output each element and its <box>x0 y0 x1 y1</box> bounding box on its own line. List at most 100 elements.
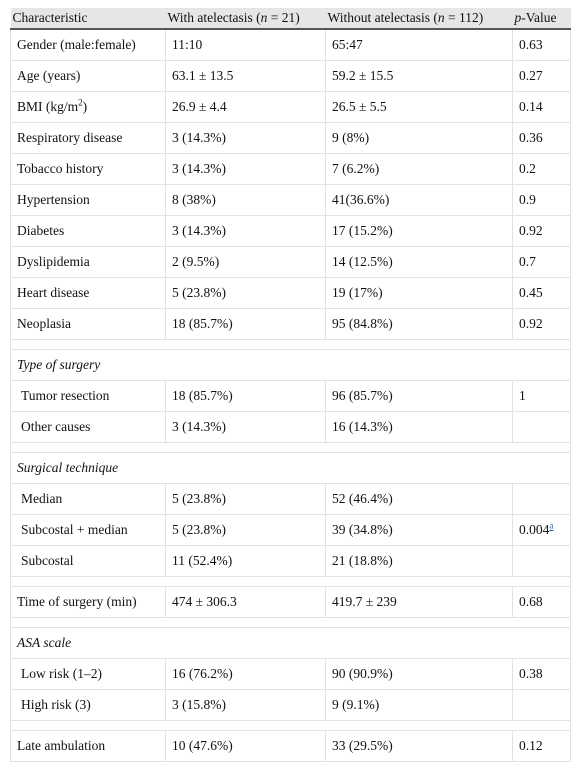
cell: 0.27 <box>512 60 571 92</box>
cell: 474 ± 306.3 <box>165 586 326 618</box>
cell: 33 (29.5%) <box>325 730 513 762</box>
row-label: Subcostal <box>10 545 166 577</box>
table-row: Hypertension 8 (38%) 41(36.6%) 0.9 <box>10 184 571 216</box>
cell: 7 (6.2%) <box>325 153 513 185</box>
italic-text: n <box>260 10 268 25</box>
cell <box>512 483 571 515</box>
cell: 419.7 ± 239 <box>325 586 513 618</box>
row-label: Respiratory disease <box>10 122 166 154</box>
row-label: Gender (male:female) <box>10 28 166 61</box>
row-label: Median <box>10 483 166 515</box>
cell: 95 (84.8%) <box>325 308 513 340</box>
cell-text: Without atelectasis ( <box>327 10 438 25</box>
table-row: BMI (kg/m2) 26.9 ± 4.4 26.5 ± 5.5 0.14 <box>10 91 571 123</box>
cell: 59.2 ± 15.5 <box>325 60 513 92</box>
section-title: Surgical technique <box>10 452 571 484</box>
cell: 0.38 <box>512 658 571 690</box>
header-row: Characteristic With atelectasis (n = 21) W… <box>10 8 571 30</box>
cell: 5 (23.8%) <box>165 277 326 309</box>
row-label: Tobacco history <box>10 153 166 185</box>
cell: 0.7 <box>512 246 571 278</box>
cell: 0.36 <box>512 122 571 154</box>
table-row: Subcostal + median 5 (23.8%) 39 (34.8%) 0.0… <box>10 514 571 546</box>
row-label: Diabetes <box>10 215 166 247</box>
row-label: Dyslipidemia <box>10 246 166 278</box>
section-row: Surgical technique <box>10 452 571 484</box>
spacer-row <box>10 339 571 350</box>
italic-text: p <box>514 10 522 25</box>
table-row: Heart disease 5 (23.8%) 19 (17%) 0.45 <box>10 277 571 309</box>
table-row: Low risk (1–2) 16 (76.2%) 90 (90.9%) 0.38 <box>10 658 571 690</box>
cell: 17 (15.2%) <box>325 215 513 247</box>
cell-text: With atelectasis ( <box>167 10 261 25</box>
cell-text: BMI (kg/m <box>17 99 79 114</box>
cell: 26.5 ± 5.5 <box>325 91 513 123</box>
table-row: Neoplasia 18 (85.7%) 95 (84.8%) 0.92 <box>10 308 571 340</box>
header-cell: Characteristic <box>10 8 166 30</box>
cell: 11:10 <box>165 28 326 61</box>
table-row: Time of surgery (min) 474 ± 306.3 419.7 ± … <box>10 586 571 618</box>
row-label: Age (years) <box>10 60 166 92</box>
table-row: Late ambulation 10 (47.6%) 33 (29.5%) 0.12 <box>10 730 571 762</box>
table-row: Other causes 3 (14.3%) 16 (14.3%) <box>10 411 571 443</box>
row-label: Hypertension <box>10 184 166 216</box>
italic-text: n <box>437 10 445 25</box>
cell: 18 (85.7%) <box>165 380 326 412</box>
row-label: BMI (kg/m2) <box>10 91 166 123</box>
spacer-cell <box>10 617 571 628</box>
superscript: 2 <box>78 97 83 108</box>
section-row: ASA scale <box>10 627 571 659</box>
cell <box>512 411 571 443</box>
cell-text: -Value <box>521 10 557 25</box>
cell: 16 (76.2%) <box>165 658 326 690</box>
spacer-cell <box>10 339 571 350</box>
cell-text: = 112) <box>444 10 484 25</box>
cell: 39 (34.8%) <box>325 514 513 546</box>
cell: 3 (14.3%) <box>165 411 326 443</box>
table-row: Tobacco history 3 (14.3%) 7 (6.2%) 0.2 <box>10 153 571 185</box>
spacer-row <box>10 617 571 628</box>
row-label: Late ambulation <box>10 730 166 762</box>
spacer-row <box>10 576 571 587</box>
cell: 63.1 ± 13.5 <box>165 60 326 92</box>
cell: 41(36.6%) <box>325 184 513 216</box>
header-cell: With atelectasis (n = 21) <box>165 8 326 30</box>
row-label: Time of surgery (min) <box>10 586 166 618</box>
cell: 96 (85.7%) <box>325 380 513 412</box>
table-row: Diabetes 3 (14.3%) 17 (15.2%) 0.92 <box>10 215 571 247</box>
cell-text: = 21) <box>267 10 300 25</box>
cell: 11 (52.4%) <box>165 545 326 577</box>
table-row: Dyslipidemia 2 (9.5%) 14 (12.5%) 0.7 <box>10 246 571 278</box>
header-cell: p-Value <box>512 8 571 30</box>
cell: 16 (14.3%) <box>325 411 513 443</box>
cell: 3 (14.3%) <box>165 122 326 154</box>
header-cell: Without atelectasis (n = 112) <box>325 8 513 30</box>
cell: 0.68 <box>512 586 571 618</box>
footnote-link[interactable]: a <box>549 520 554 531</box>
spacer-cell <box>10 442 571 453</box>
cell: 0.12 <box>512 730 571 762</box>
data-table: Characteristic With atelectasis (n = 21) W… <box>10 8 571 762</box>
table-row: Gender (male:female) 11:10 65:47 0.63 <box>10 28 571 61</box>
cell: 0.45 <box>512 277 571 309</box>
cell: 90 (90.9%) <box>325 658 513 690</box>
cell: 21 (18.8%) <box>325 545 513 577</box>
cell: 18 (85.7%) <box>165 308 326 340</box>
cell: 26.9 ± 4.4 <box>165 91 326 123</box>
spacer-cell <box>10 576 571 587</box>
cell: 3 (14.3%) <box>165 153 326 185</box>
cell: 65:47 <box>325 28 513 61</box>
row-label: Heart disease <box>10 277 166 309</box>
cell: 0.14 <box>512 91 571 123</box>
cell: 5 (23.8%) <box>165 514 326 546</box>
cell: 3 (14.3%) <box>165 215 326 247</box>
cell-text: ) <box>82 99 88 114</box>
spacer-row <box>10 442 571 453</box>
cell: 0.92 <box>512 308 571 340</box>
table-row: High risk (3) 3 (15.8%) 9 (9.1%) <box>10 689 571 721</box>
superscript: a <box>549 521 553 531</box>
cell: 52 (46.4%) <box>325 483 513 515</box>
table-row: Median 5 (23.8%) 52 (46.4%) <box>10 483 571 515</box>
cell: 0.9 <box>512 184 571 216</box>
